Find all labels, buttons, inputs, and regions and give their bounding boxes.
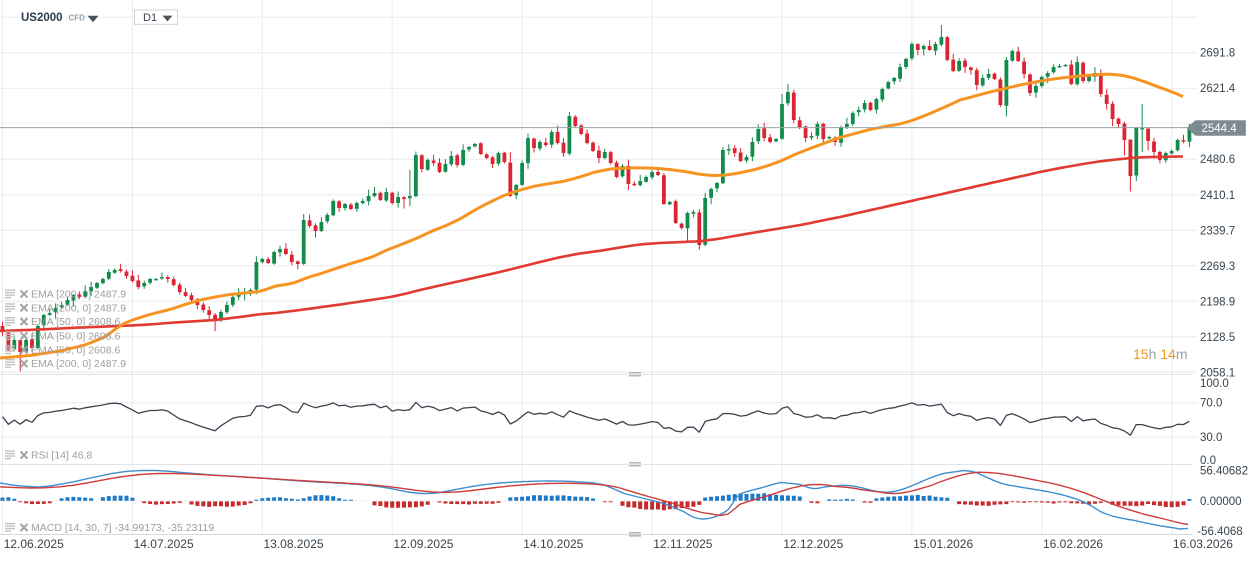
svg-text:2544.4: 2544.4	[1202, 123, 1238, 135]
svg-text:2198.9: 2198.9	[1200, 296, 1235, 308]
svg-text:2058.1: 2058.1	[1200, 367, 1235, 379]
svg-text:0.0: 0.0	[1200, 455, 1216, 467]
svg-text:EMA [200, 0] 2487.9: EMA [200, 0] 2487.9	[31, 358, 126, 370]
svg-text:12.06.2025: 12.06.2025	[4, 537, 64, 551]
svg-text:16.03.2026: 16.03.2026	[1173, 537, 1233, 551]
svg-text:EMA [200, 0] 2487.9: EMA [200, 0] 2487.9	[31, 302, 126, 314]
svg-text:70.0: 70.0	[1200, 398, 1222, 410]
svg-text:56.40682: 56.40682	[1200, 466, 1248, 478]
svg-text:13.08.2025: 13.08.2025	[264, 537, 324, 551]
svg-text:14.10.2025: 14.10.2025	[523, 537, 583, 551]
svg-text:0.00000: 0.00000	[1200, 496, 1242, 508]
svg-text:30.0: 30.0	[1200, 432, 1222, 444]
svg-text:EMA [200, 0] 2487.9: EMA [200, 0] 2487.9	[31, 289, 126, 301]
svg-text:CFD: CFD	[69, 14, 86, 23]
svg-text:15h 14m: 15h 14m	[1133, 346, 1188, 362]
svg-text:D1: D1	[143, 12, 157, 24]
svg-text:2410.1: 2410.1	[1200, 190, 1235, 202]
svg-text:2128.5: 2128.5	[1200, 332, 1235, 344]
svg-text:US2000: US2000	[21, 12, 63, 24]
svg-text:2339.7: 2339.7	[1200, 225, 1235, 237]
svg-text:2621.4: 2621.4	[1200, 83, 1236, 95]
svg-text:14.07.2025: 14.07.2025	[134, 537, 194, 551]
svg-text:2269.3: 2269.3	[1200, 261, 1235, 273]
svg-text:EMA [50, 0] 2608.6: EMA [50, 0] 2608.6	[31, 330, 120, 342]
svg-text:RSI [14] 46.8: RSI [14] 46.8	[31, 450, 92, 462]
svg-text:EMA [50, 0] 2608.6: EMA [50, 0] 2608.6	[31, 316, 120, 328]
svg-text:EMA [50, 0] 2608.6: EMA [50, 0] 2608.6	[31, 345, 120, 357]
svg-text:MACD [14, 30, 7] -34.99173, -3: MACD [14, 30, 7] -34.99173, -35.23119	[31, 522, 214, 534]
svg-text:16.02.2026: 16.02.2026	[1043, 537, 1103, 551]
svg-text:12.12.2025: 12.12.2025	[783, 537, 843, 551]
svg-text:12.11.2025: 12.11.2025	[653, 537, 712, 551]
svg-text:15.01.2026: 15.01.2026	[913, 537, 973, 551]
svg-text:100.0: 100.0	[1200, 378, 1229, 390]
svg-text:2480.6: 2480.6	[1200, 154, 1235, 166]
svg-text:12.09.2025: 12.09.2025	[393, 537, 453, 551]
svg-text:2691.8: 2691.8	[1200, 48, 1235, 60]
svg-text:-56.4068: -56.4068	[1197, 526, 1242, 538]
